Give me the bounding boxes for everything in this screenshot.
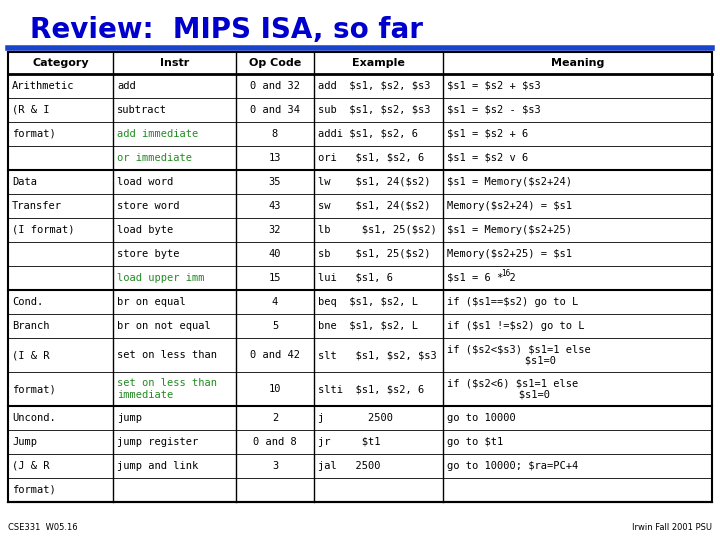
Text: 0 and 42: 0 and 42 [250,350,300,360]
Text: 4: 4 [272,297,278,307]
Text: Example: Example [352,58,405,68]
Text: \$s1 = 6 * 2: \$s1 = 6 * 2 [447,273,516,283]
Text: \$s1 = \$s2 + \$s3: \$s1 = \$s2 + \$s3 [447,81,541,91]
Text: beq  \$s1, \$s2, L: beq \$s1, \$s2, L [318,297,418,307]
Text: 0 and 32: 0 and 32 [250,81,300,91]
Text: jal   2500: jal 2500 [318,461,380,471]
Text: go to 10000: go to 10000 [447,413,516,423]
Text: go to 10000; \$ra=PC+4: go to 10000; \$ra=PC+4 [447,461,578,471]
Text: (J & R: (J & R [12,461,50,471]
Text: 10: 10 [269,384,282,394]
Text: or immediate: or immediate [117,153,192,163]
Text: 15: 15 [269,273,282,283]
Text: if (\$s1 !=\$s2) go to L: if (\$s1 !=\$s2) go to L [447,321,585,331]
Text: ori   \$s1, \$s2, 6: ori \$s1, \$s2, 6 [318,153,424,163]
Text: subtract: subtract [117,105,167,115]
Text: sub  \$s1, \$s2, \$s3: sub \$s1, \$s2, \$s3 [318,105,431,115]
Text: Uncond.: Uncond. [12,413,55,423]
Text: 2: 2 [272,413,278,423]
Text: br on not equal: br on not equal [117,321,211,331]
Text: j       2500: j 2500 [318,413,393,423]
Text: set on less than: set on less than [117,350,217,360]
Text: 8: 8 [272,129,278,139]
Text: \$s1 = Memory(\$s2+24): \$s1 = Memory(\$s2+24) [447,177,572,187]
Text: 32: 32 [269,225,282,235]
Text: jump: jump [117,413,142,423]
Text: lui   \$s1, 6: lui \$s1, 6 [318,273,393,283]
Text: format): format) [12,384,55,394]
Text: Cond.: Cond. [12,297,43,307]
Text: Instr: Instr [160,58,189,68]
Text: \$s1 = Memory(\$s2+25): \$s1 = Memory(\$s2+25) [447,225,572,235]
Text: format): format) [12,485,55,495]
Text: Transfer: Transfer [12,201,62,211]
Text: Jump: Jump [12,437,37,447]
Text: 0 and 8: 0 and 8 [253,437,297,447]
Text: Data: Data [12,177,37,187]
Text: if (\$s2<\$s3) \$s1=1 else
       \$s1=0: if (\$s2<\$s3) \$s1=1 else \$s1=0 [447,344,590,366]
Text: add: add [117,81,136,91]
Text: CSE331  W05.16: CSE331 W05.16 [8,523,78,532]
Text: format): format) [12,129,55,139]
Text: (I format): (I format) [12,225,74,235]
Text: br on equal: br on equal [117,297,186,307]
Text: load upper imm: load upper imm [117,273,204,283]
Text: \$s1 = \$s2 - \$s3: \$s1 = \$s2 - \$s3 [447,105,541,115]
Text: if (\$s1==\$s2) go to L: if (\$s1==\$s2) go to L [447,297,578,307]
Text: add immediate: add immediate [117,129,198,139]
Text: sb    \$s1, 25(\$s2): sb \$s1, 25(\$s2) [318,249,431,259]
Text: addi \$s1, \$s2, 6: addi \$s1, \$s2, 6 [318,129,418,139]
Text: slti  \$s1, \$s2, 6: slti \$s1, \$s2, 6 [318,384,424,394]
Text: lw    \$s1, 24(\$s2): lw \$s1, 24(\$s2) [318,177,431,187]
Text: \$s1 = \$s2 + 6: \$s1 = \$s2 + 6 [447,129,528,139]
Text: Memory(\$s2+25) = \$s1: Memory(\$s2+25) = \$s1 [447,249,572,259]
Text: Memory(\$s2+24) = \$s1: Memory(\$s2+24) = \$s1 [447,201,572,211]
Text: Meaning: Meaning [551,58,604,68]
Text: 43: 43 [269,201,282,211]
Text: jump register: jump register [117,437,198,447]
Text: Category: Category [32,58,89,68]
Text: Branch: Branch [12,321,50,331]
Text: Irwin Fall 2001 PSU: Irwin Fall 2001 PSU [632,523,712,532]
Text: load word: load word [117,177,174,187]
Text: Op Code: Op Code [249,58,301,68]
Text: store byte: store byte [117,249,179,259]
Text: lb     \$s1, 25(\$s2): lb \$s1, 25(\$s2) [318,225,437,235]
Text: 5: 5 [272,321,278,331]
Text: (I & R: (I & R [12,350,50,360]
Text: 16: 16 [501,269,510,279]
Text: load byte: load byte [117,225,174,235]
Text: if (\$s2<6) \$s1=1 else
       \$s1=0: if (\$s2<6) \$s1=1 else \$s1=0 [447,378,578,400]
Text: 13: 13 [269,153,282,163]
Text: slt   \$s1, \$s2, \$s3: slt \$s1, \$s2, \$s3 [318,350,437,360]
Text: Review:  MIPS ISA, so far: Review: MIPS ISA, so far [30,16,423,44]
Text: 35: 35 [269,177,282,187]
Text: add  \$s1, \$s2, \$s3: add \$s1, \$s2, \$s3 [318,81,431,91]
Text: sw    \$s1, 24(\$s2): sw \$s1, 24(\$s2) [318,201,431,211]
Text: store word: store word [117,201,179,211]
Text: go to \$t1: go to \$t1 [447,437,503,447]
Text: set on less than
immediate: set on less than immediate [117,378,217,400]
Text: \$s1 = \$s2 v 6: \$s1 = \$s2 v 6 [447,153,528,163]
Text: jr     \$t1: jr \$t1 [318,437,380,447]
Text: Arithmetic: Arithmetic [12,81,74,91]
Text: bne  \$s1, \$s2, L: bne \$s1, \$s2, L [318,321,418,331]
Text: (R & I: (R & I [12,105,50,115]
Text: jump and link: jump and link [117,461,198,471]
Text: 3: 3 [272,461,278,471]
Text: 0 and 34: 0 and 34 [250,105,300,115]
Text: 40: 40 [269,249,282,259]
